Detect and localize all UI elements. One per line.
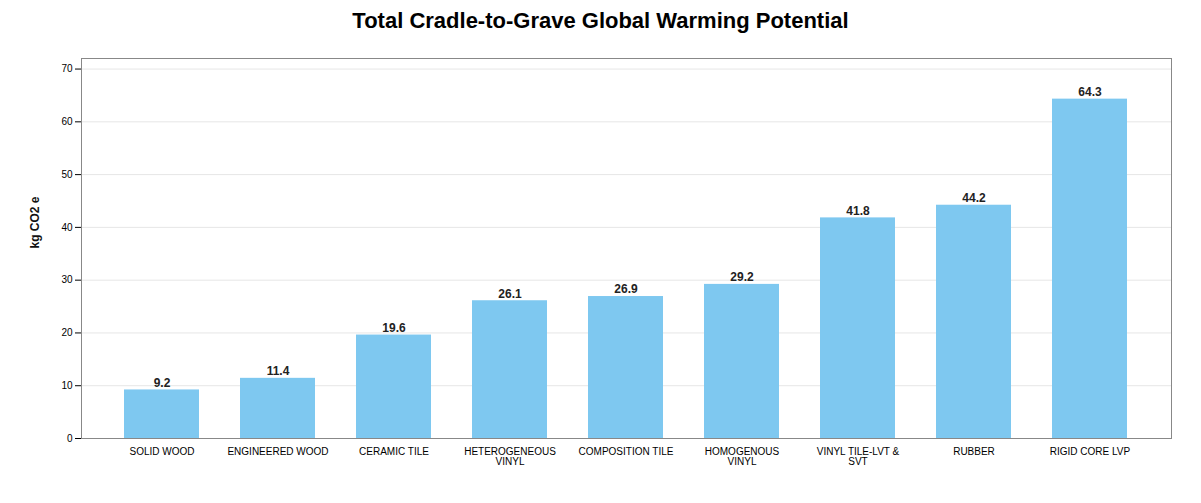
- svg-text:RUBBER: RUBBER: [953, 446, 995, 457]
- svg-text:9.2: 9.2: [153, 376, 170, 390]
- svg-text:50: 50: [61, 169, 73, 180]
- svg-text:30: 30: [61, 274, 73, 285]
- svg-text:RIGID CORE LVP: RIGID CORE LVP: [1049, 446, 1130, 457]
- svg-text:64.3: 64.3: [1078, 85, 1102, 99]
- svg-text:CERAMIC TILE: CERAMIC TILE: [359, 446, 429, 457]
- svg-text:SOLID WOOD: SOLID WOOD: [129, 446, 194, 457]
- html-text:Total Cradle-to-Grave Global W: Total Cradle-to-Grave Global Warming Pot…: [352, 8, 849, 33]
- svg-text:40: 40: [61, 222, 73, 233]
- svg-text:26.9: 26.9: [614, 282, 638, 296]
- svg-text:60: 60: [61, 116, 73, 127]
- svg-text:HOMOGENOUSVINYL: HOMOGENOUSVINYL: [704, 446, 779, 467]
- svg-text:70: 70: [61, 63, 73, 74]
- svg-text:11.4: 11.4: [266, 364, 289, 378]
- svg-text:41.8: 41.8: [846, 204, 870, 218]
- svg-text:19.6: 19.6: [382, 321, 406, 335]
- svg-text:0: 0: [66, 433, 72, 444]
- svg-text:VINYL TILE-LVT &SVT: VINYL TILE-LVT &SVT: [816, 446, 899, 467]
- svg-text:20: 20: [61, 327, 73, 338]
- svg-text:26.1: 26.1: [498, 287, 522, 301]
- svg-text:29.2: 29.2: [730, 270, 754, 284]
- svg-text:COMPOSITION TILE: COMPOSITION TILE: [578, 446, 673, 457]
- svg-text:HETEROGENEOUSVINYL: HETEROGENEOUSVINYL: [464, 446, 556, 467]
- svg-text:ENGINEERED WOOD: ENGINEERED WOOD: [227, 446, 328, 457]
- svg-text:kg CO2 e: kg CO2 e: [28, 196, 42, 248]
- svg-text:44.2: 44.2: [962, 191, 986, 205]
- svg-text:10: 10: [61, 380, 73, 391]
